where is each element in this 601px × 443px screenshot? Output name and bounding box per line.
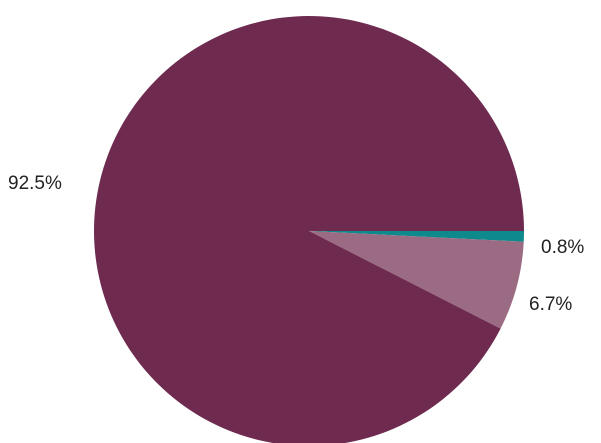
pie-labels: 0.8% 6.7% 92.5% — [8, 173, 584, 315]
pie-slice-6-7pct — [309, 231, 524, 329]
pie-slices — [94, 16, 524, 443]
slice-label: 0.8% — [541, 237, 584, 258]
slice-label: 92.5% — [8, 173, 62, 194]
pie-slice-92-5pct — [94, 16, 524, 443]
slice-label: 6.7% — [529, 294, 572, 315]
pie-slice-0-8pct — [309, 231, 524, 242]
